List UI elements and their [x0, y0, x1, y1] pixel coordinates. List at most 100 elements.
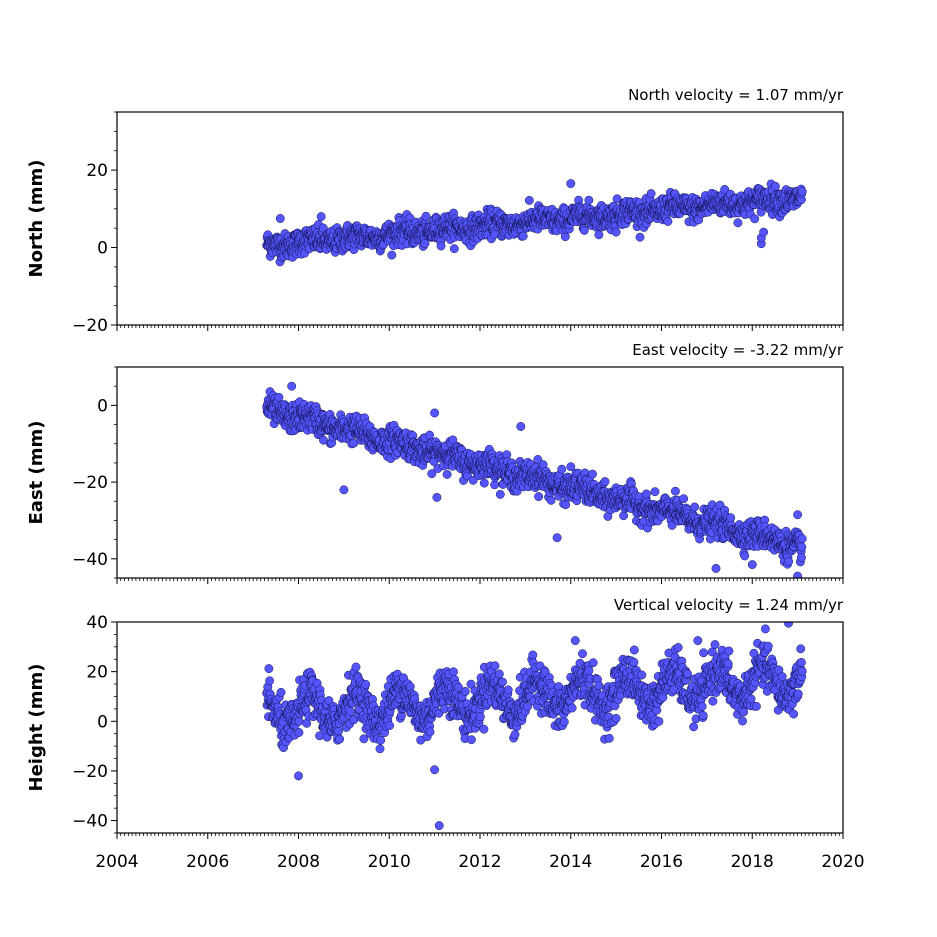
y-tick-label: 0 — [97, 396, 108, 416]
outlier-point — [784, 622, 793, 628]
outlier-point — [339, 485, 349, 495]
data-point — [689, 722, 699, 732]
outlier-point — [552, 533, 562, 543]
data-point — [594, 230, 604, 240]
data-point — [738, 716, 747, 726]
data-point — [479, 478, 489, 488]
data-point — [612, 194, 622, 204]
outlier-point — [294, 771, 303, 781]
data-point — [560, 232, 570, 242]
data-point — [351, 662, 361, 672]
data-point — [385, 721, 395, 731]
outlier-point — [434, 821, 444, 831]
data-point — [466, 679, 476, 689]
data-point — [751, 701, 761, 711]
data-point — [276, 687, 286, 697]
east-markers — [262, 381, 807, 578]
data-point — [708, 696, 718, 706]
data-point — [699, 648, 709, 658]
data-point — [510, 730, 520, 740]
data-point — [667, 520, 677, 530]
data-point — [611, 713, 621, 723]
data-point — [479, 724, 489, 734]
data-point — [559, 717, 569, 727]
data-point — [584, 666, 594, 676]
y-tick-label: −20 — [72, 316, 108, 336]
data-point — [720, 185, 730, 194]
data-point — [449, 244, 459, 254]
data-point — [518, 231, 528, 241]
data-point — [405, 682, 415, 692]
data-point — [376, 735, 386, 745]
data-point — [777, 672, 787, 682]
data-point — [594, 681, 604, 690]
data-point — [796, 553, 806, 562]
data-point — [629, 645, 639, 655]
data-point — [796, 644, 806, 654]
data-point — [797, 666, 807, 676]
data-point — [673, 643, 683, 652]
data-point — [264, 664, 274, 674]
data-point — [475, 712, 485, 722]
data-point — [726, 513, 736, 523]
data-point — [361, 679, 371, 689]
north-ylabel: North (mm) — [26, 160, 47, 278]
data-point — [466, 735, 476, 745]
data-point — [690, 502, 700, 512]
data-point — [561, 500, 571, 510]
data-point — [490, 480, 500, 490]
data-point — [442, 469, 452, 479]
north-markers — [262, 179, 807, 267]
data-point — [324, 696, 334, 706]
data-point — [683, 669, 692, 679]
data-point — [523, 702, 532, 711]
data-point — [498, 677, 507, 687]
data-point — [796, 657, 806, 667]
outlier-point — [793, 510, 803, 520]
data-point — [448, 435, 458, 445]
outlier-point — [287, 381, 297, 391]
data-point — [629, 657, 639, 667]
y-tick-label: −20 — [72, 473, 108, 493]
data-point — [604, 733, 614, 743]
data-point — [793, 689, 803, 699]
data-point — [635, 232, 645, 242]
data-point — [641, 489, 651, 499]
data-point — [797, 187, 807, 197]
outlier-point — [611, 227, 621, 237]
data-point — [740, 551, 750, 561]
data-point — [421, 211, 431, 221]
data-point — [359, 734, 369, 744]
data-point — [524, 195, 534, 205]
height-markers — [262, 622, 807, 831]
data-point — [449, 667, 458, 677]
data-point — [557, 464, 567, 474]
data-point — [724, 646, 734, 656]
data-point — [375, 744, 385, 754]
east-ylabel: East (mm) — [26, 421, 47, 525]
data-point — [265, 676, 275, 686]
data-point — [494, 669, 504, 679]
data-point — [533, 455, 543, 464]
data-point — [797, 534, 807, 544]
east-velocity-title: East velocity = -3.22 mm/yr — [632, 341, 844, 359]
y-tick-label: 20 — [86, 161, 108, 181]
data-point — [663, 216, 673, 226]
y-tick-label: −40 — [72, 550, 108, 570]
data-point — [319, 435, 328, 445]
data-point — [588, 469, 597, 479]
data-point — [637, 670, 647, 680]
data-point — [784, 557, 794, 566]
data-point — [770, 181, 780, 191]
outlier-point — [759, 227, 769, 237]
data-point — [528, 650, 538, 660]
outlier-point — [516, 422, 526, 431]
north-velocity-title: North velocity = 1.07 mm/yr — [628, 86, 844, 104]
data-point — [679, 494, 689, 504]
data-point — [387, 250, 397, 260]
data-point — [420, 239, 430, 248]
data-point — [425, 727, 435, 737]
data-point — [274, 392, 284, 402]
data-point — [763, 641, 773, 651]
